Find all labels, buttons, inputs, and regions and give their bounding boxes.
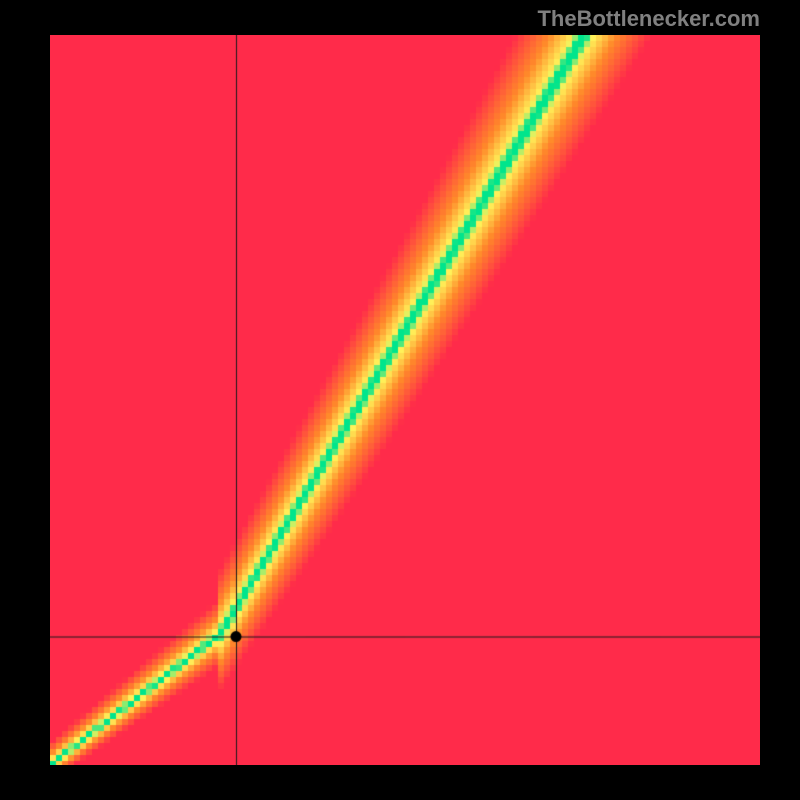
chart-container: TheBottlenecker.com [0, 0, 800, 800]
watermark-label: TheBottlenecker.com [537, 6, 760, 32]
bottleneck-heatmap [50, 35, 760, 765]
